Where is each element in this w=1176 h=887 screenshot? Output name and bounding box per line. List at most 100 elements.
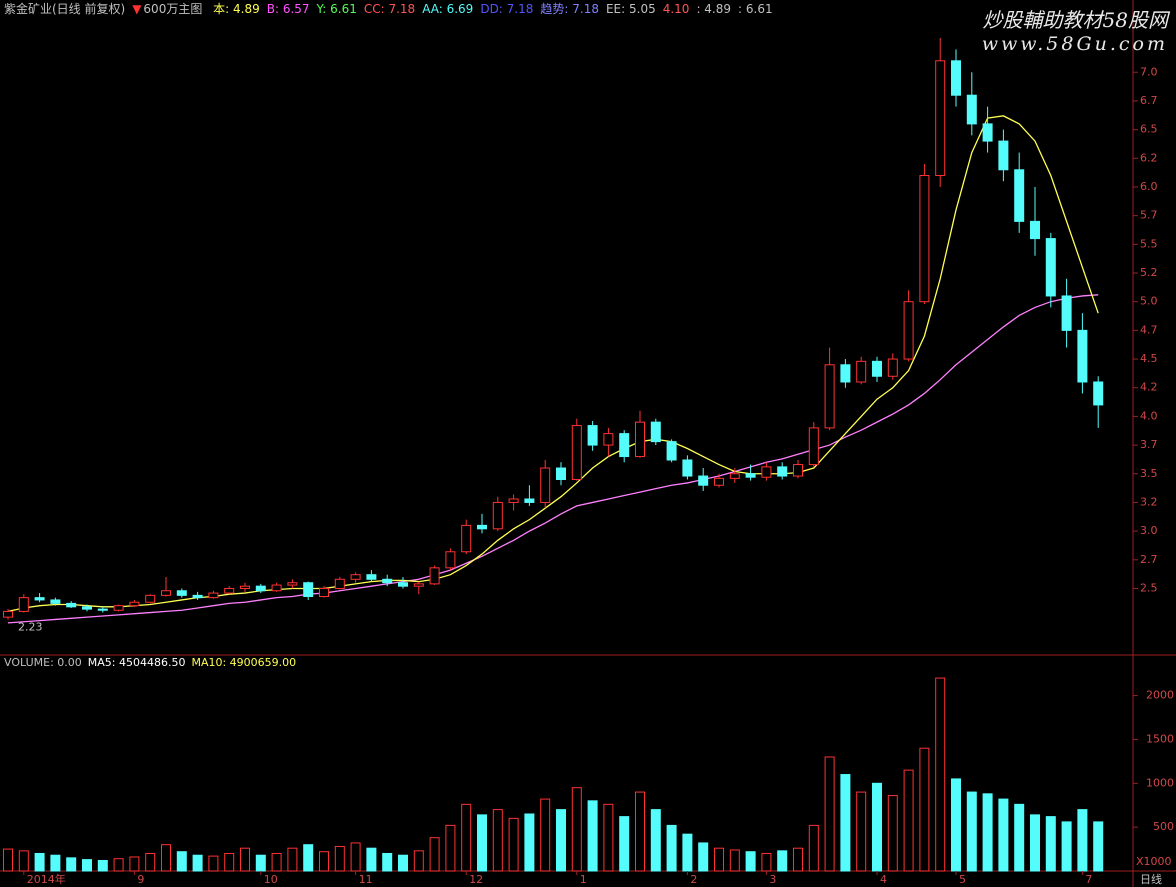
stock-title: 紫金矿业(日线 前复权) bbox=[4, 2, 126, 16]
volume-bar bbox=[398, 854, 408, 872]
volume-bar bbox=[1045, 816, 1056, 872]
indicator-value: B: 6.57 bbox=[266, 2, 310, 16]
volume-bar bbox=[66, 857, 77, 872]
candle-body bbox=[445, 551, 456, 569]
volume-bar bbox=[524, 813, 535, 872]
candle-body bbox=[903, 301, 914, 360]
candle-body bbox=[334, 578, 345, 589]
candle-body bbox=[429, 567, 440, 585]
candle-body bbox=[176, 590, 187, 596]
candle-body bbox=[161, 590, 171, 596]
x-tick-label: 10 bbox=[264, 873, 278, 886]
candle-body bbox=[477, 524, 487, 530]
candle-body bbox=[935, 60, 946, 177]
volume-bar bbox=[966, 791, 977, 872]
candle-body bbox=[840, 364, 851, 383]
candle-body bbox=[319, 587, 329, 597]
candle-body bbox=[97, 608, 108, 611]
watermark: 炒股輔助教材58股网 www.58Gu.com bbox=[982, 4, 1168, 55]
watermark-url: www.58Gu.com bbox=[981, 33, 1168, 55]
volume-bar bbox=[366, 847, 377, 872]
volume-bar bbox=[1077, 809, 1088, 872]
volume-bar bbox=[508, 817, 519, 872]
candle-body bbox=[287, 582, 298, 586]
volume-bar bbox=[113, 858, 124, 872]
volume-bar bbox=[255, 854, 266, 872]
volume-bar bbox=[919, 747, 930, 872]
volume-bar bbox=[777, 850, 788, 872]
y-tick-label: 4.0 bbox=[1140, 409, 1158, 422]
volume-bar bbox=[998, 798, 1009, 872]
watermark-line: 炒股輔助教材58股网 bbox=[982, 8, 1168, 32]
volume-bar bbox=[635, 791, 645, 872]
candle-body bbox=[129, 601, 140, 607]
candle-body bbox=[145, 594, 156, 603]
unit-label: X1000 bbox=[1136, 855, 1172, 868]
y-tick-label: 3.0 bbox=[1140, 524, 1158, 537]
volume-bar bbox=[382, 852, 393, 872]
candle-body bbox=[540, 467, 551, 503]
candle-body bbox=[113, 605, 124, 611]
y-tick-label: 5.5 bbox=[1140, 237, 1158, 250]
indicator-value: EE: 5.05 bbox=[605, 2, 656, 16]
candle-body bbox=[461, 524, 472, 553]
volume-bar bbox=[161, 844, 171, 872]
candle-body bbox=[998, 140, 1009, 171]
candle-body bbox=[366, 574, 377, 580]
x-tick-label: 11 bbox=[359, 873, 373, 886]
candle-body bbox=[777, 466, 788, 477]
x-tick-label: 2014年 bbox=[27, 872, 66, 886]
candle-body bbox=[240, 585, 250, 589]
x-tick-label: 12 bbox=[469, 873, 483, 886]
volume-bar bbox=[1030, 814, 1040, 872]
candle-body bbox=[571, 425, 582, 480]
candle-body bbox=[3, 610, 13, 618]
candle-body bbox=[224, 587, 235, 594]
volume-bar bbox=[951, 778, 961, 872]
candle-body bbox=[1061, 295, 1072, 331]
volume-bar bbox=[571, 787, 582, 872]
volume-bar bbox=[650, 809, 661, 872]
candle-body bbox=[887, 358, 898, 377]
y-tick-label: 1500 bbox=[1146, 732, 1174, 745]
y-tick-label: 5.0 bbox=[1140, 295, 1158, 308]
y-tick-label: 6.5 bbox=[1140, 123, 1158, 136]
volume-bar bbox=[82, 859, 92, 872]
candle-body bbox=[1045, 238, 1056, 297]
volume-bar bbox=[319, 851, 329, 872]
indicator-value: Y: 6.61 bbox=[316, 2, 357, 16]
candle-body bbox=[603, 433, 614, 446]
y-tick-label: 3.2 bbox=[1140, 495, 1158, 508]
volume-bar bbox=[808, 824, 819, 872]
volume-bar bbox=[97, 859, 108, 872]
y-tick-label: 2.5 bbox=[1140, 581, 1158, 594]
volume-bar bbox=[1093, 821, 1104, 872]
volume-bar bbox=[856, 791, 867, 872]
y-tick-label: 500 bbox=[1153, 820, 1174, 833]
candle-body bbox=[1093, 381, 1104, 406]
y-tick-label: 6.0 bbox=[1140, 180, 1158, 193]
x-tick-label: 7 bbox=[1085, 873, 1092, 886]
volume-bar bbox=[287, 847, 298, 872]
candle-body bbox=[413, 583, 424, 587]
volume-bar bbox=[682, 833, 693, 872]
y-tick-label: 6.2 bbox=[1140, 151, 1158, 164]
candle-body bbox=[1077, 329, 1088, 383]
candle-body bbox=[66, 602, 77, 608]
candle-body bbox=[271, 584, 282, 592]
volume-bar bbox=[729, 849, 740, 872]
volume-header: VOLUME: 0.00 MA5: 4504486.50 MA10: 4900659… bbox=[4, 656, 302, 669]
volume-bar bbox=[208, 855, 219, 872]
x-tick-label: 3 bbox=[769, 873, 776, 886]
volume-bar bbox=[492, 809, 503, 872]
volume-bar bbox=[840, 774, 851, 872]
x-tick-label: 1 bbox=[580, 873, 587, 886]
candle-body bbox=[1030, 220, 1040, 240]
volume-bar bbox=[413, 850, 424, 872]
candle-body bbox=[698, 475, 709, 486]
candle-body bbox=[587, 425, 598, 446]
ma-line bbox=[7, 294, 1099, 624]
candle-body bbox=[508, 498, 519, 503]
volume-bar bbox=[1014, 803, 1025, 872]
